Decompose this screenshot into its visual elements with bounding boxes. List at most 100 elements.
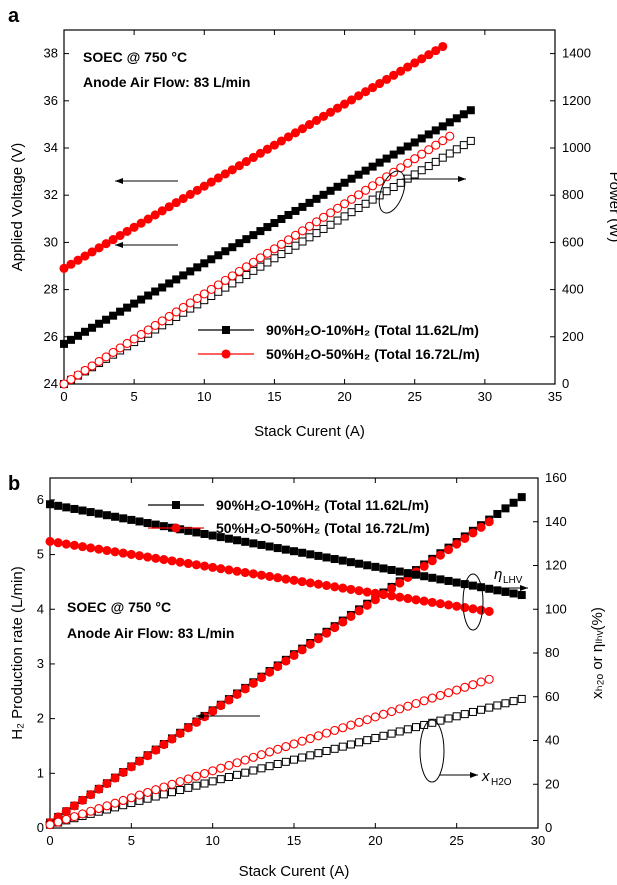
data-point	[333, 203, 343, 213]
data-point	[297, 577, 307, 587]
data-point	[157, 316, 167, 326]
data-point	[234, 266, 244, 276]
x-tick-label: 20	[368, 833, 382, 848]
data-point	[115, 343, 125, 353]
data-point	[129, 334, 139, 344]
data-point	[45, 820, 55, 830]
data-point	[74, 331, 83, 340]
data-point	[517, 493, 526, 502]
data-point	[110, 547, 120, 557]
data-point	[417, 166, 426, 175]
data-point	[94, 356, 104, 367]
data-point	[80, 365, 90, 376]
data-point	[330, 725, 340, 735]
annotation-line: Anode Air Flow: 83 L/min	[67, 625, 235, 641]
y-right-tick-label: 0	[562, 376, 569, 391]
data-point	[297, 736, 307, 746]
data-point	[419, 696, 429, 706]
x-tick-label: 15	[267, 389, 281, 404]
data-point	[468, 581, 477, 590]
data-point	[87, 361, 97, 371]
data-point	[452, 539, 462, 549]
data-point	[265, 762, 274, 771]
data-point	[403, 142, 412, 151]
data-point	[175, 777, 185, 787]
data-point	[81, 327, 90, 336]
series-3	[59, 131, 455, 389]
data-point	[270, 254, 279, 263]
data-point	[340, 99, 350, 109]
series-4	[46, 694, 526, 829]
data-point	[255, 253, 265, 263]
data-point	[452, 601, 462, 611]
data-point	[220, 275, 230, 285]
data-point	[466, 106, 475, 115]
data-point	[438, 153, 447, 162]
arrow-to-left-axis-head	[115, 178, 123, 184]
data-point	[241, 768, 250, 777]
data-point	[431, 140, 441, 150]
data-point	[354, 91, 364, 101]
data-point	[378, 709, 389, 719]
data-point	[269, 244, 279, 254]
data-point	[431, 157, 440, 166]
data-point	[95, 319, 104, 328]
data-point	[291, 241, 300, 250]
data-point	[281, 545, 290, 554]
data-point	[101, 239, 111, 249]
series-1	[45, 517, 494, 828]
data-point	[249, 231, 258, 240]
data-point	[509, 498, 518, 507]
data-point	[346, 720, 356, 730]
data-point	[313, 579, 323, 589]
data-point	[379, 731, 388, 740]
y-right-axis-title: Power (W)	[606, 172, 617, 243]
data-point	[438, 136, 448, 146]
data-point	[178, 302, 188, 312]
data-point	[347, 174, 356, 183]
data-point	[269, 140, 279, 150]
data-point	[185, 189, 195, 199]
data-point	[419, 596, 429, 606]
data-point	[338, 583, 348, 593]
data-point	[159, 790, 168, 799]
data-point	[129, 222, 139, 232]
data-point	[325, 107, 336, 117]
data-point	[178, 193, 188, 204]
data-point	[61, 539, 71, 549]
data-point	[468, 528, 478, 538]
data-point	[165, 279, 174, 288]
data-point	[158, 283, 167, 292]
data-point	[395, 592, 405, 602]
data-point	[192, 781, 201, 790]
data-point	[387, 591, 397, 601]
data-point	[281, 656, 291, 666]
data-point	[208, 562, 218, 572]
data-point	[319, 224, 328, 233]
data-point	[291, 206, 300, 215]
callout-ellipse-eta	[462, 573, 484, 631]
data-point	[167, 779, 177, 789]
y-left-tick-label: 30	[44, 234, 58, 249]
x-tick-label: 35	[548, 389, 562, 404]
x-tick-label: 0	[60, 389, 67, 404]
y-right-tick-label: 600	[562, 234, 584, 249]
data-point	[242, 271, 251, 280]
data-point	[460, 710, 469, 719]
data-point	[118, 795, 128, 806]
data-point	[240, 755, 250, 765]
data-point	[200, 259, 209, 268]
y-left-tick-label: 36	[44, 93, 58, 108]
data-point	[476, 522, 486, 532]
y-left-tick-label: 4	[37, 601, 44, 616]
data-point	[192, 293, 202, 303]
data-point	[256, 750, 267, 760]
data-point	[468, 680, 478, 690]
data-point	[326, 186, 335, 195]
y-left-axis-title: H₂ Production rate (L/min)	[9, 566, 26, 739]
data-point	[333, 103, 343, 113]
data-point	[290, 230, 301, 240]
data-point	[73, 370, 83, 380]
y-left-tick-label: 3	[37, 656, 44, 671]
data-point	[436, 716, 445, 725]
